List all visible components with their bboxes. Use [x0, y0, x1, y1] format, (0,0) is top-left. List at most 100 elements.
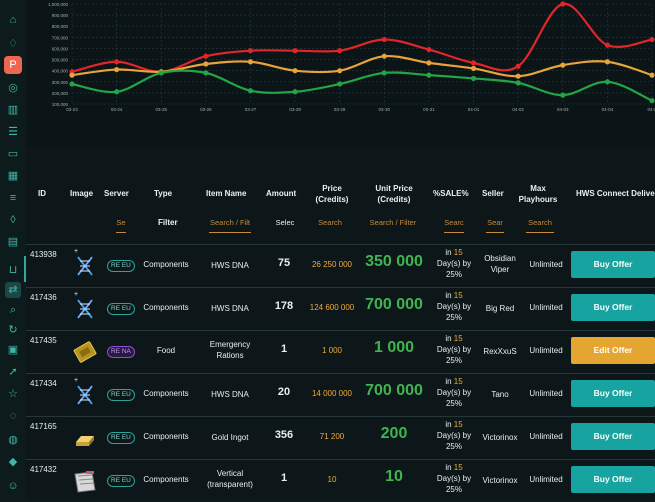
type-filter-label[interactable]: Filter	[158, 218, 178, 227]
data-point[interactable]	[292, 68, 298, 74]
data-point[interactable]	[649, 36, 655, 43]
list-icon[interactable]: ≡	[9, 192, 17, 204]
user-icon[interactable]: ☺	[7, 480, 19, 492]
row-id: 413938	[30, 250, 57, 259]
expand-plus[interactable]: +	[74, 291, 79, 298]
header-id[interactable]: ID	[38, 189, 46, 198]
drop-icon[interactable]: ◆	[8, 456, 18, 468]
expand-plus[interactable]: +	[74, 377, 79, 384]
data-point[interactable]	[69, 72, 75, 78]
header-server[interactable]: Server	[104, 189, 129, 198]
data-point[interactable]	[292, 48, 298, 54]
header-seller[interactable]: Seller	[482, 189, 504, 198]
chat-icon[interactable]: ◌	[9, 410, 17, 422]
max-playhours-filter-input[interactable]: Search	[526, 214, 554, 233]
header-unit-price[interactable]: Unit Price (Credits)	[366, 183, 422, 205]
transfer-icon[interactable]: ⇄	[5, 282, 21, 298]
calendar-icon[interactable]: ▤	[7, 236, 19, 248]
buy-offer-button[interactable]: Buy Offer	[571, 466, 655, 493]
rocket-icon[interactable]: ➚	[8, 366, 18, 378]
home-icon[interactable]: ⌂	[9, 14, 17, 26]
dna-icon	[72, 253, 98, 279]
buy-offer-button[interactable]: Buy Offer	[571, 251, 655, 278]
y-tick-label: 400,000	[52, 69, 69, 74]
data-point[interactable]	[426, 72, 432, 78]
cart-icon[interactable]: ⊔	[8, 264, 18, 276]
data-point[interactable]	[381, 36, 387, 43]
seller-filter-input[interactable]: Sear	[486, 214, 504, 233]
buy-offer-button[interactable]: Buy Offer	[571, 423, 655, 450]
data-point[interactable]	[203, 70, 209, 76]
seller-name: Victorinox	[482, 476, 518, 485]
data-point[interactable]	[247, 59, 254, 65]
data-point[interactable]	[560, 92, 566, 98]
header-amount[interactable]: Amount	[266, 189, 297, 198]
data-point[interactable]	[69, 81, 75, 87]
edit-offer-button[interactable]: Edit Offer	[571, 337, 655, 364]
header-sale[interactable]: %SALE%	[433, 189, 469, 198]
data-point[interactable]	[292, 89, 298, 95]
item-amount: 75	[277, 257, 291, 269]
data-point[interactable]	[203, 61, 209, 67]
data-point[interactable]	[426, 46, 432, 53]
data-point[interactable]	[604, 79, 610, 85]
buy-offer-button[interactable]: Buy Offer	[571, 294, 655, 321]
sale-prefix: in	[445, 334, 454, 343]
handshake-icon[interactable]: ♢	[8, 38, 18, 50]
data-point[interactable]	[604, 42, 610, 48]
card-icon[interactable]: ▭	[7, 148, 19, 160]
data-point[interactable]	[470, 60, 477, 66]
data-point[interactable]	[649, 98, 655, 104]
unit-price-filter-input[interactable]: Search / Filter	[369, 218, 417, 227]
data-point[interactable]	[515, 63, 521, 69]
cube-icon[interactable]: ▣	[7, 344, 19, 356]
coins-icon[interactable]: ◎	[8, 82, 18, 94]
data-point[interactable]	[247, 88, 254, 94]
data-point[interactable]	[114, 59, 120, 65]
header-max-playhours[interactable]: Max Playhours	[518, 183, 558, 205]
data-point[interactable]	[337, 81, 343, 87]
header-type[interactable]: Type	[154, 189, 173, 198]
star-icon[interactable]: ☆	[8, 388, 18, 400]
header-price[interactable]: Price (Credits)	[312, 183, 352, 205]
data-point[interactable]	[649, 72, 655, 78]
history-icon[interactable]: ↻	[8, 324, 18, 336]
price-filter-input[interactable]: Search	[318, 218, 342, 227]
server-filter-input[interactable]: Se	[116, 214, 126, 233]
data-point[interactable]	[604, 59, 610, 65]
chart-icon[interactable]: ▦	[7, 170, 19, 182]
sale-filter-input[interactable]: Searc	[444, 214, 464, 233]
item-amount: 178	[274, 300, 294, 312]
data-point[interactable]	[247, 48, 254, 54]
data-point[interactable]	[114, 89, 120, 95]
data-point[interactable]	[470, 65, 477, 72]
shield-icon[interactable]: ◊	[10, 214, 16, 226]
data-point[interactable]	[426, 60, 432, 66]
data-point[interactable]	[381, 70, 387, 76]
data-point[interactable]	[381, 53, 387, 59]
window-block-icon	[72, 468, 98, 494]
expand-plus[interactable]: +	[74, 248, 79, 255]
globe-icon[interactable]: ◍	[8, 434, 18, 446]
data-point[interactable]	[515, 80, 521, 86]
data-point[interactable]	[203, 53, 209, 59]
buy-offer-button[interactable]: Buy Offer	[571, 380, 655, 407]
bank-icon[interactable]: ▥	[7, 104, 19, 116]
database-icon[interactable]: ☰	[8, 126, 18, 138]
active-app-icon[interactable]: P	[4, 56, 22, 74]
data-point[interactable]	[470, 75, 477, 82]
data-point[interactable]	[158, 70, 164, 76]
header-image[interactable]: Image	[70, 189, 94, 198]
data-point[interactable]	[515, 73, 521, 79]
data-point[interactable]	[560, 62, 566, 68]
data-point[interactable]	[560, 1, 566, 7]
data-point[interactable]	[337, 68, 343, 74]
item-name-filter-input[interactable]: Search / Filt	[209, 214, 251, 233]
max-playhours: Unlimited	[529, 389, 563, 398]
data-point[interactable]	[337, 48, 343, 54]
header-item-name[interactable]: Item Name	[206, 189, 247, 198]
data-point[interactable]	[114, 66, 120, 73]
search-icon[interactable]: ⌕	[9, 304, 17, 316]
ration-pack-icon	[72, 339, 98, 365]
amount-filter-select[interactable]: Selec	[275, 218, 295, 227]
